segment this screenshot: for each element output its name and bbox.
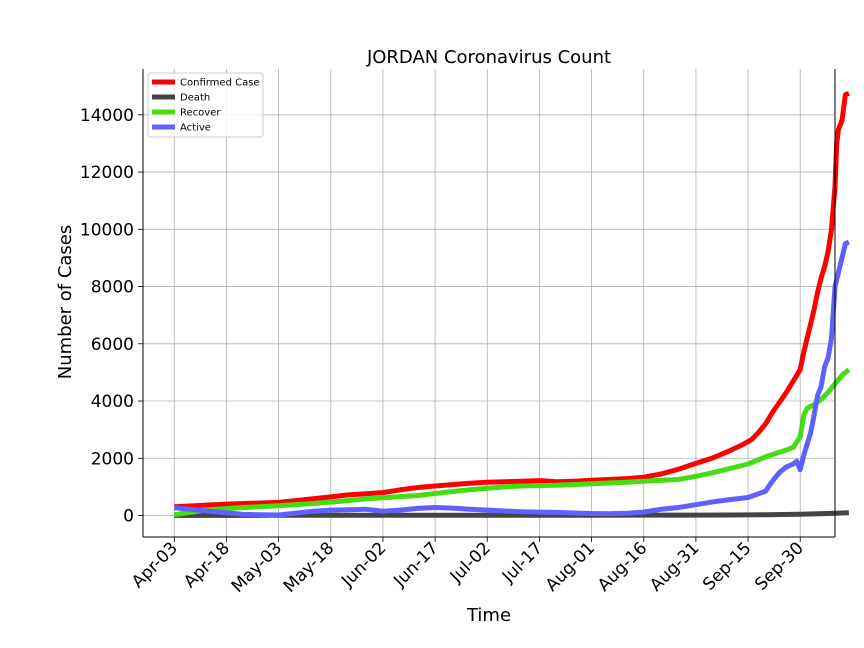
x-axis-label: Time	[466, 605, 511, 626]
series-lines	[173, 91, 851, 518]
series-line-confirmed-case	[174, 91, 850, 510]
x-tick-label: Sep-15	[699, 538, 755, 594]
x-tick-label: May-03	[228, 538, 286, 596]
y-tick-label: 14000	[80, 106, 134, 126]
x-tick-label: Apr-03	[128, 538, 182, 592]
x-tick-label: Jun-02	[337, 538, 390, 591]
y-tick-label: 6000	[91, 335, 134, 355]
axes	[138, 69, 836, 542]
legend-label: Recover	[180, 108, 221, 119]
x-tick-label: Jul-02	[446, 538, 495, 587]
x-tick-label: Jul-17	[498, 538, 547, 587]
x-tick-label: Aug-16	[594, 538, 651, 595]
y-tick-label: 4000	[91, 392, 134, 412]
x-tick-label: May-18	[280, 538, 338, 596]
legend-label: Death	[180, 93, 210, 104]
legend: Confirmed Case Death Recover Active	[147, 72, 264, 138]
x-tick-label: Aug-31	[646, 538, 703, 595]
legend-label: Active	[180, 123, 211, 134]
y-tick-label: 10000	[80, 220, 134, 240]
series-line-active	[174, 239, 850, 518]
y-tick-label: 0	[123, 507, 134, 527]
x-tick-label: Sep-30	[751, 538, 807, 594]
y-tick-label: 12000	[80, 163, 134, 183]
series-line-recover	[173, 367, 851, 518]
legend-label: Confirmed Case	[180, 78, 260, 89]
legend-box	[147, 72, 264, 138]
x-tick-label: Aug-01	[542, 538, 599, 595]
x-tick-label: Jun-17	[389, 538, 442, 591]
y-axis-label: Number of Cases	[55, 225, 76, 380]
y-tick-label: 8000	[91, 278, 134, 298]
chart-title: JORDAN Coronavirus Count	[366, 47, 611, 68]
y-tick-label: 2000	[91, 449, 134, 469]
x-tick-label: Apr-18	[180, 538, 234, 592]
series-line-death	[174, 510, 849, 518]
